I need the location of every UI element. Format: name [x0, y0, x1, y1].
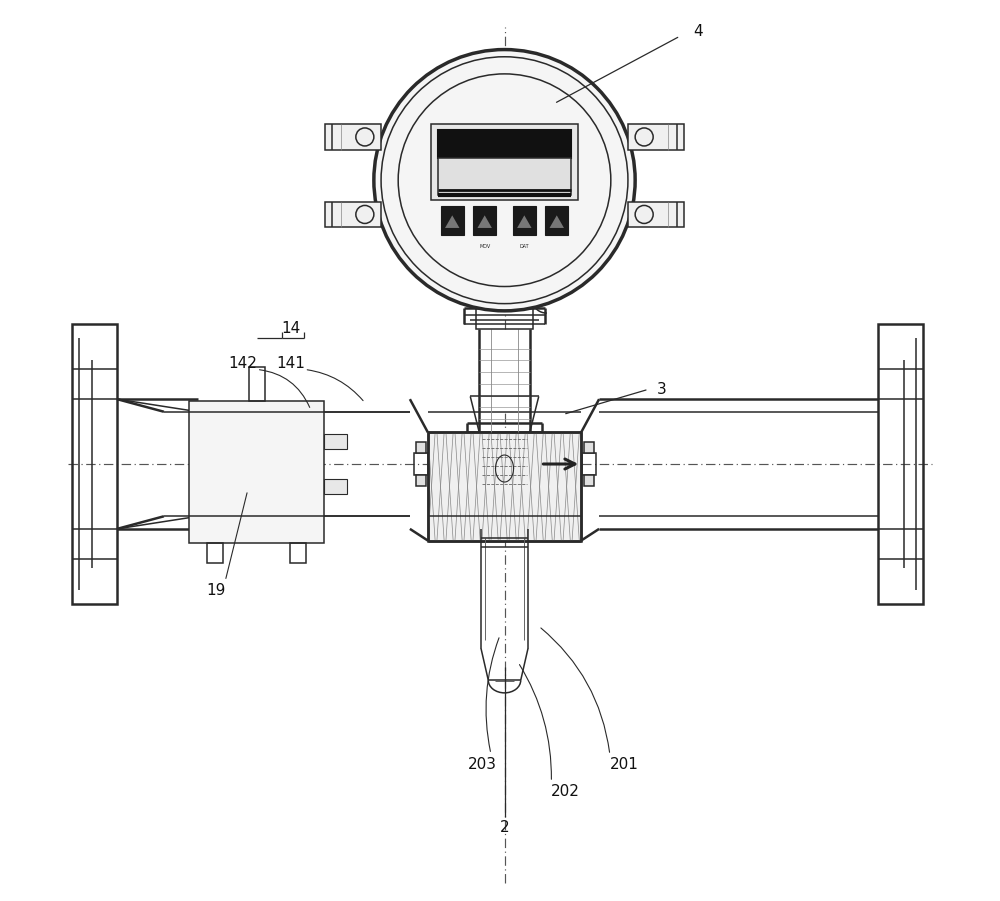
Bar — [473, 206, 496, 235]
Bar — [582, 453, 596, 475]
Bar — [189, 401, 324, 543]
Text: MOV: MOV — [479, 244, 490, 249]
Text: 203: 203 — [467, 757, 496, 771]
Bar — [324, 479, 347, 494]
Text: 14: 14 — [281, 322, 301, 336]
Bar — [324, 434, 347, 449]
Bar — [72, 324, 117, 604]
Text: 141: 141 — [277, 356, 305, 370]
Bar — [428, 432, 581, 541]
Polygon shape — [517, 215, 532, 228]
Bar — [249, 367, 265, 401]
Bar — [476, 308, 533, 329]
Bar — [290, 543, 306, 563]
Text: 3: 3 — [657, 382, 667, 396]
Polygon shape — [550, 215, 564, 228]
Bar — [416, 442, 426, 453]
Bar — [584, 475, 594, 486]
Bar — [628, 202, 684, 227]
Bar — [416, 475, 426, 486]
Bar — [325, 202, 381, 227]
Bar — [207, 543, 223, 563]
Text: 2: 2 — [500, 820, 509, 834]
Bar — [513, 206, 536, 235]
Bar — [414, 453, 428, 475]
Bar — [584, 442, 594, 453]
Bar — [325, 124, 381, 150]
Text: 4: 4 — [693, 24, 703, 39]
Bar — [441, 206, 464, 235]
Circle shape — [485, 449, 524, 488]
Text: 142: 142 — [229, 356, 258, 370]
Text: 201: 201 — [610, 757, 639, 771]
Bar — [431, 124, 578, 200]
Bar — [438, 158, 571, 195]
Circle shape — [374, 50, 635, 311]
Text: 19: 19 — [206, 583, 226, 597]
Bar — [628, 124, 684, 150]
Bar — [545, 206, 568, 235]
Text: DAT: DAT — [520, 244, 529, 249]
Bar — [878, 324, 923, 604]
Polygon shape — [445, 215, 459, 228]
Text: 202: 202 — [550, 784, 579, 798]
Polygon shape — [477, 215, 492, 228]
Bar — [438, 130, 571, 158]
